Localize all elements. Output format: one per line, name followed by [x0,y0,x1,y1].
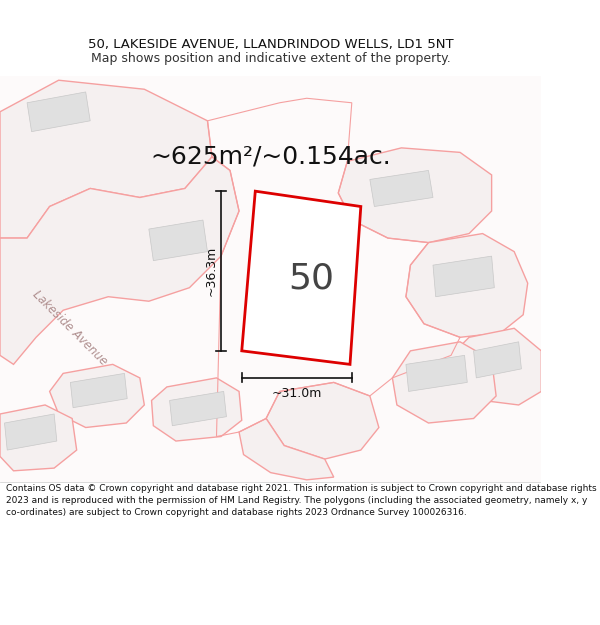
Polygon shape [27,92,90,132]
Polygon shape [239,419,334,480]
Polygon shape [50,364,145,428]
Polygon shape [406,234,528,338]
Bar [0,76,541,482]
Polygon shape [242,191,361,364]
Text: Lakeside Avenue: Lakeside Avenue [31,288,110,368]
Text: 50, LAKESIDE AVENUE, LLANDRINDOD WELLS, LD1 5NT: 50, LAKESIDE AVENUE, LLANDRINDOD WELLS, … [88,38,454,51]
Text: ~625m²/~0.154ac.: ~625m²/~0.154ac. [150,145,391,169]
Polygon shape [433,256,494,297]
Polygon shape [5,414,57,450]
Polygon shape [170,391,226,426]
Polygon shape [0,157,239,364]
Polygon shape [392,342,496,423]
Polygon shape [0,405,77,471]
Polygon shape [338,148,491,242]
Polygon shape [70,373,127,408]
Polygon shape [266,382,379,459]
Polygon shape [370,171,433,206]
Text: ~36.3m: ~36.3m [205,246,217,296]
Text: 50: 50 [288,261,334,295]
Polygon shape [406,356,467,391]
Text: Map shows position and indicative extent of the property.: Map shows position and indicative extent… [91,52,451,65]
Polygon shape [0,80,212,238]
Polygon shape [149,220,208,261]
Text: ~31.0m: ~31.0m [272,387,322,400]
Text: Contains OS data © Crown copyright and database right 2021. This information is : Contains OS data © Crown copyright and d… [7,484,597,517]
Polygon shape [152,378,242,441]
Polygon shape [473,342,521,378]
Polygon shape [451,328,541,405]
